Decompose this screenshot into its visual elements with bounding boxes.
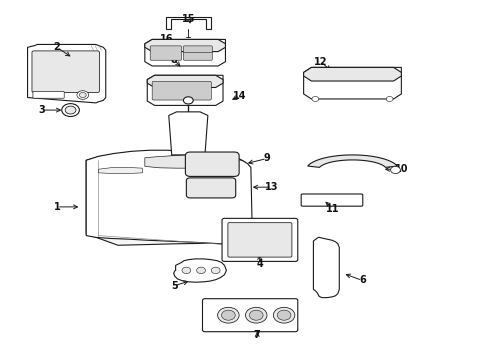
Text: 13: 13	[265, 182, 279, 192]
Circle shape	[218, 307, 239, 323]
Polygon shape	[304, 67, 401, 81]
FancyBboxPatch shape	[202, 299, 298, 332]
Text: 6: 6	[359, 275, 366, 285]
Circle shape	[77, 91, 89, 99]
Text: 4: 4	[256, 259, 263, 269]
Polygon shape	[145, 40, 225, 66]
Polygon shape	[308, 155, 397, 167]
Circle shape	[182, 267, 191, 274]
Circle shape	[65, 106, 76, 114]
Text: 12: 12	[314, 57, 327, 67]
Text: 11: 11	[326, 204, 340, 214]
Polygon shape	[147, 75, 223, 87]
FancyBboxPatch shape	[152, 81, 211, 100]
Text: 2: 2	[53, 42, 60, 52]
Text: 5: 5	[171, 281, 177, 291]
Circle shape	[245, 307, 267, 323]
FancyBboxPatch shape	[228, 223, 292, 257]
Polygon shape	[145, 155, 233, 168]
Text: 9: 9	[264, 153, 270, 163]
Polygon shape	[145, 40, 225, 51]
Polygon shape	[27, 44, 106, 103]
Text: 10: 10	[394, 164, 408, 174]
Circle shape	[62, 104, 79, 117]
Polygon shape	[171, 155, 206, 158]
Circle shape	[183, 97, 193, 104]
Text: 8: 8	[171, 55, 177, 65]
Text: 7: 7	[254, 330, 261, 340]
Circle shape	[79, 93, 86, 98]
Text: 15: 15	[182, 14, 196, 24]
Circle shape	[386, 96, 393, 102]
FancyBboxPatch shape	[183, 51, 212, 60]
Polygon shape	[314, 237, 339, 298]
Polygon shape	[98, 167, 143, 174]
Polygon shape	[173, 259, 226, 282]
Circle shape	[277, 310, 291, 320]
Polygon shape	[304, 67, 401, 99]
Polygon shape	[169, 112, 208, 155]
Polygon shape	[147, 75, 223, 105]
Polygon shape	[86, 151, 247, 179]
Text: 1: 1	[53, 202, 60, 212]
Text: 3: 3	[39, 105, 46, 115]
FancyBboxPatch shape	[150, 46, 181, 60]
FancyBboxPatch shape	[186, 178, 236, 198]
Circle shape	[249, 310, 263, 320]
FancyBboxPatch shape	[185, 152, 239, 176]
FancyBboxPatch shape	[222, 219, 298, 261]
Polygon shape	[166, 17, 211, 30]
Circle shape	[312, 96, 319, 102]
FancyBboxPatch shape	[183, 46, 212, 52]
Text: 14: 14	[233, 91, 247, 101]
FancyBboxPatch shape	[33, 91, 64, 98]
Circle shape	[196, 267, 205, 274]
FancyBboxPatch shape	[301, 194, 363, 206]
Circle shape	[221, 310, 235, 320]
Text: 16: 16	[160, 35, 173, 44]
Circle shape	[273, 307, 295, 323]
Polygon shape	[86, 164, 250, 245]
Polygon shape	[86, 150, 252, 246]
Circle shape	[211, 267, 220, 274]
FancyBboxPatch shape	[32, 51, 99, 93]
Circle shape	[391, 166, 400, 174]
